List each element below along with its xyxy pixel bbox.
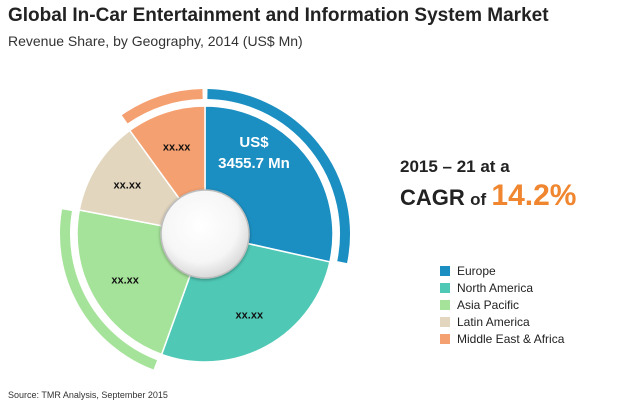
legend-swatch	[440, 316, 450, 327]
legend-item-asia-pacific: Asia Pacific	[440, 296, 564, 313]
cagr-line: CAGR of 14.2%	[400, 179, 576, 213]
outer-arc-asia-pacific	[60, 209, 158, 370]
center-hole	[160, 189, 250, 279]
total-label-value: 3455.7 Mn	[218, 155, 290, 172]
legend-label: Middle East & Africa	[457, 331, 565, 346]
legend-swatch	[440, 333, 450, 344]
legend-label: Europe	[457, 263, 496, 278]
slice-label-asia-pacific: xx.xx	[111, 275, 139, 287]
legend-item-north-america: North America	[440, 279, 564, 296]
legend: Europe North America Asia Pacific Latin Ame…	[440, 262, 564, 347]
cagr-word: CAGR	[400, 185, 465, 210]
cagr-of: of	[470, 190, 487, 209]
legend-item-middle-east-africa: Middle East & Africa	[440, 330, 564, 347]
chart-subtitle: Revenue Share, by Geography, 2014 (US$ M…	[8, 33, 303, 49]
legend-item-latin-america: Latin America	[440, 313, 564, 330]
cagr-callout: 2015 – 21 at a CAGR of 14.2%	[400, 157, 576, 213]
source-note: Source: TMR Analysis, September 2015	[8, 390, 168, 400]
cagr-period: 2015 – 21 at a	[400, 157, 510, 176]
legend-swatch	[440, 299, 450, 310]
cagr-value: 14.2%	[491, 179, 577, 212]
legend-item-europe: Europe	[440, 262, 564, 279]
slice-label-north-america: xx.xx	[236, 310, 264, 322]
legend-swatch	[440, 265, 450, 276]
chart-title: Global In-Car Entertainment and Informat…	[8, 5, 549, 26]
legend-swatch	[440, 282, 450, 293]
legend-label: Asia Pacific	[457, 297, 520, 312]
legend-label: North America	[457, 280, 534, 295]
legend-label: Latin America	[457, 314, 530, 329]
outer-arc-middle-east-africa	[121, 89, 203, 124]
total-label-currency: US$	[239, 134, 269, 151]
outer-arc-europe	[207, 89, 350, 264]
slice-label-latin-america: xx.xx	[114, 180, 142, 192]
slice-label-middle-east-africa: xx.xx	[163, 142, 191, 154]
